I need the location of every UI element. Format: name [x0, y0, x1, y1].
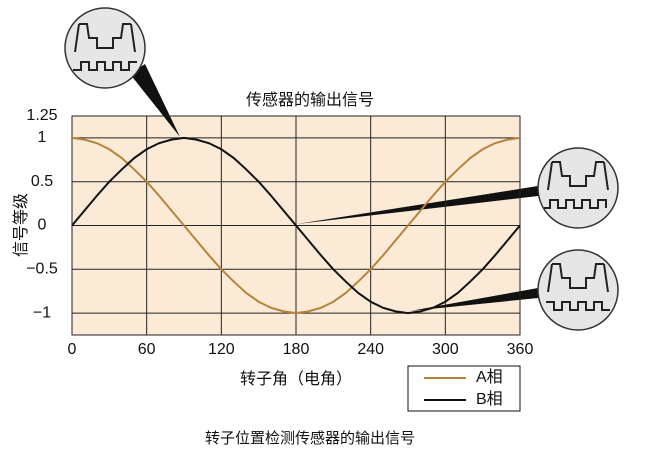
- y-tick-label: −1: [33, 304, 51, 321]
- y-tick-label: 0: [38, 217, 47, 234]
- x-axis-label: 转子角（电角）: [240, 370, 352, 388]
- legend-label: A相: [476, 368, 503, 386]
- y-tick-label: −0.5: [26, 261, 58, 278]
- legend-box: [407, 365, 521, 412]
- y-tick-label: 1: [38, 129, 47, 146]
- y-tick-label: 1.25: [26, 107, 57, 124]
- sensor-icon: [64, 7, 146, 89]
- pointer: [130, 64, 180, 137]
- x-tick-label: 60: [138, 341, 156, 358]
- sensor-icon: [537, 249, 619, 331]
- line-series: [71, 136, 521, 315]
- x-tick-label: 0: [68, 341, 77, 358]
- x-tick-label: 360: [507, 341, 534, 358]
- y-tick-label: 0.5: [31, 173, 53, 190]
- x-tick-label: 300: [432, 341, 459, 358]
- x-tick-label: 240: [357, 341, 384, 358]
- pointer: [410, 288, 538, 311]
- x-tick-label: 180: [283, 341, 310, 358]
- y-axis-label: 信号等级: [12, 193, 30, 257]
- caption: 转子位置检测传感器的输出信号: [205, 430, 415, 447]
- line-series: [71, 136, 521, 315]
- sensor-icons: [64, 7, 619, 331]
- pointer: [297, 186, 538, 224]
- legend-label: B相: [476, 390, 503, 408]
- x-tick-label: 120: [208, 341, 235, 358]
- chart-title: 传感器的输出信号: [246, 91, 374, 109]
- sensor-icon: [537, 147, 619, 229]
